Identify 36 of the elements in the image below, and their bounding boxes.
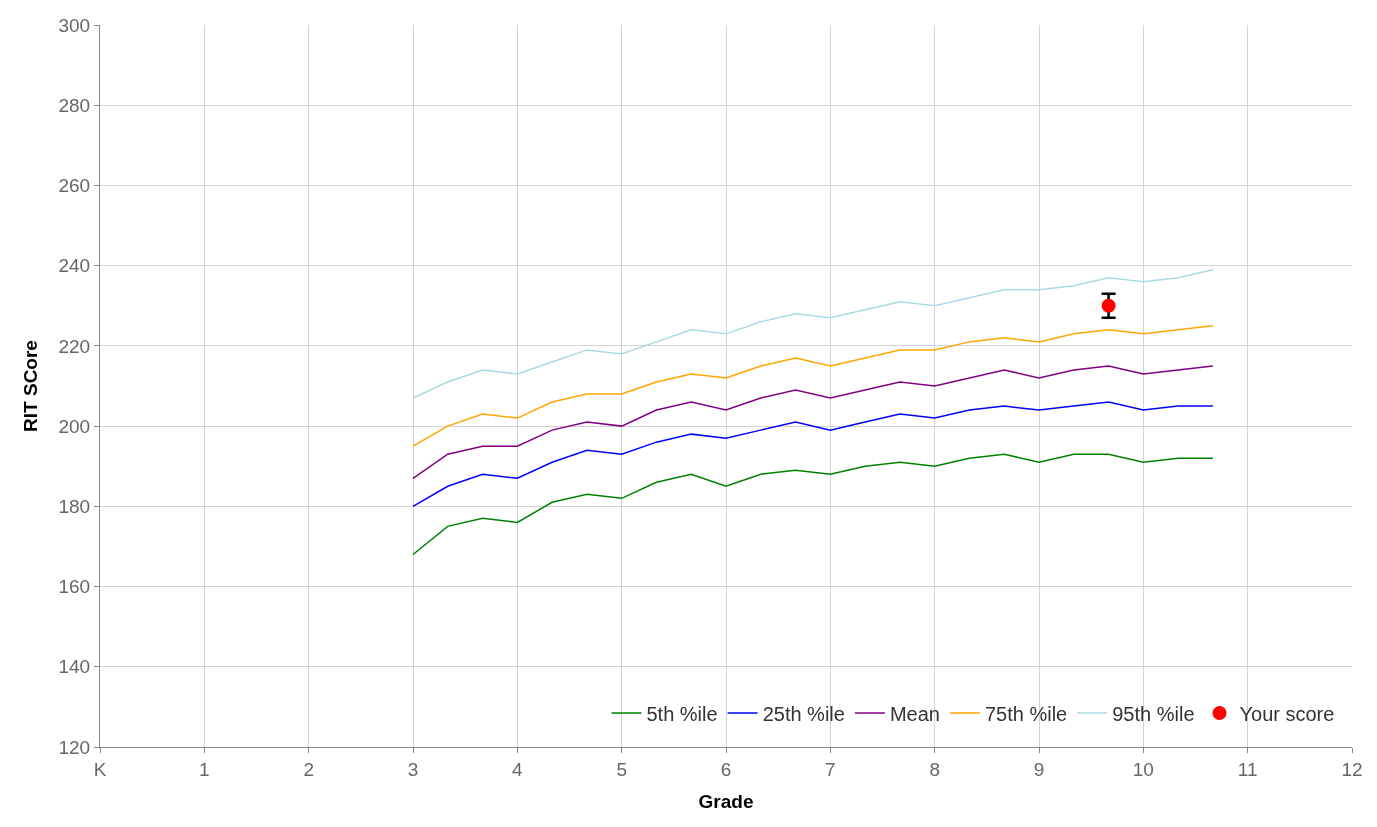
- legend-label: 5th %ile: [646, 702, 718, 725]
- legend-label: 75th %ile: [984, 702, 1068, 725]
- line-series: [412, 453, 1214, 556]
- line-series: [412, 365, 1214, 480]
- line-series: [412, 268, 1214, 399]
- y-tick-label: 220: [58, 335, 91, 357]
- legend-label: Mean: [889, 702, 940, 725]
- y-tick-label: 120: [58, 736, 91, 758]
- x-tick-label: 11: [1237, 758, 1258, 780]
- x-tick-label: 9: [1033, 758, 1045, 780]
- legend-label: Your score: [1239, 702, 1335, 725]
- x-tick-label: 2: [303, 758, 314, 780]
- y-tick-label: 260: [58, 175, 91, 197]
- y-tick-label: 300: [58, 14, 91, 36]
- x-tick-label: 7: [825, 758, 836, 780]
- x-tick-label: 12: [1341, 758, 1363, 780]
- legend-label: 25th %ile: [762, 702, 845, 725]
- y-tick-label: 280: [58, 94, 91, 116]
- line-series: [412, 401, 1214, 508]
- y-tick-label: 200: [58, 415, 91, 437]
- x-tick-label: 8: [929, 758, 940, 780]
- x-tick-label: 6: [720, 758, 732, 780]
- y-tick-label: 240: [58, 255, 91, 277]
- y-tick-label: 180: [58, 495, 91, 517]
- line-series: [412, 325, 1214, 447]
- x-tick-label: K: [93, 758, 107, 780]
- x-tick-label: 3: [407, 758, 419, 780]
- legend-label: 95th %ile: [1112, 702, 1195, 725]
- x-tick-label: 4: [512, 758, 524, 780]
- y-tick-label: 140: [58, 656, 91, 678]
- y-axis-title: RIT SCore: [20, 340, 42, 432]
- x-tick-label: 10: [1132, 758, 1154, 780]
- y-tick-label: 160: [58, 576, 91, 598]
- x-tick-label: 1: [199, 758, 210, 780]
- x-axis-title: Grade: [698, 790, 754, 812]
- x-tick-label: 5: [616, 758, 627, 780]
